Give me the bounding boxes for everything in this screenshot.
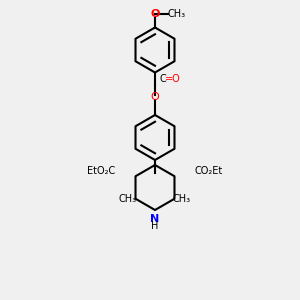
Text: H: H (151, 221, 159, 231)
Text: N: N (150, 214, 160, 224)
Text: C: C (159, 74, 166, 84)
Text: CH₃: CH₃ (167, 9, 185, 19)
Text: =O: =O (165, 74, 180, 84)
Text: CH₃: CH₃ (173, 194, 191, 204)
Text: O: O (151, 92, 159, 103)
Text: O: O (150, 9, 160, 19)
Text: CH₃: CH₃ (119, 194, 137, 204)
Text: EtO₂C: EtO₂C (87, 166, 116, 176)
Text: CO₂Et: CO₂Et (194, 166, 223, 176)
